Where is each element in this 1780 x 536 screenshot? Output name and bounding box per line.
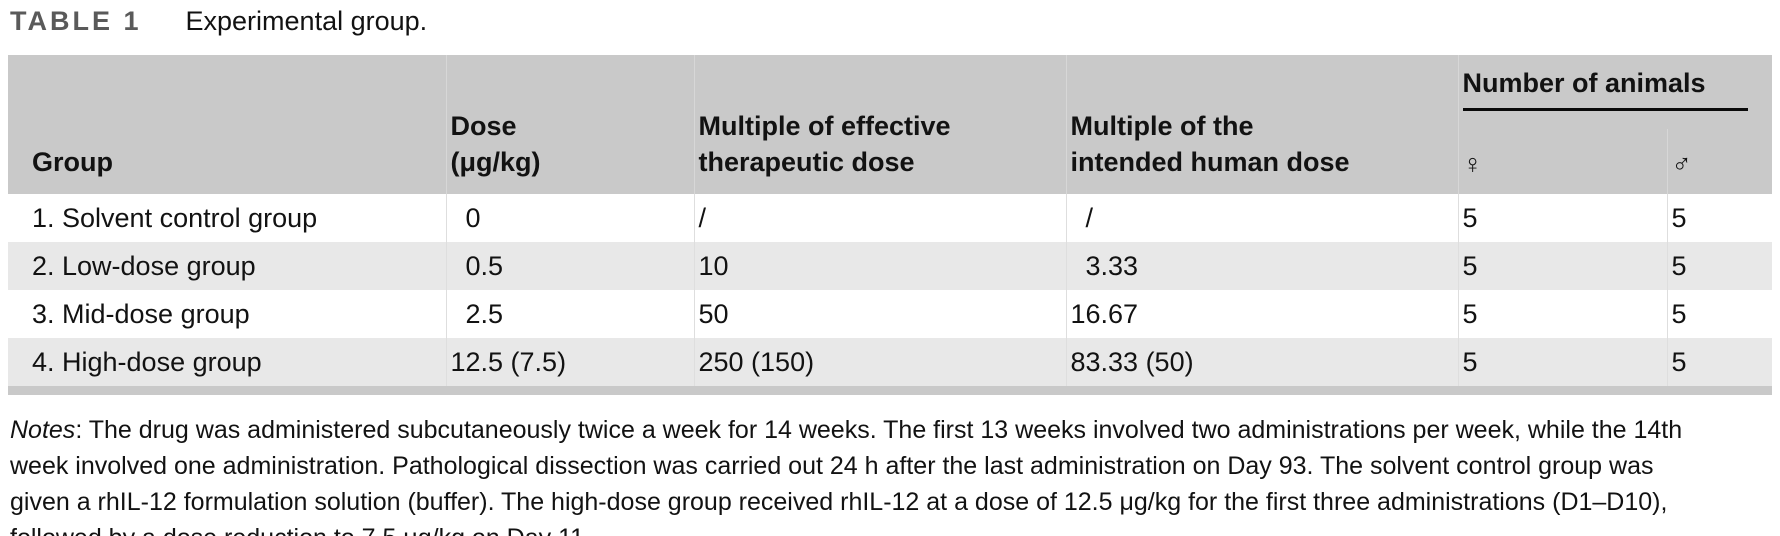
- table-body: 1. Solvent control group 0/ /5 5 2. Low-do…: [8, 194, 1772, 391]
- header-line: Number of animals: [1462, 68, 1706, 98]
- cell-mult_eff: 10: [693, 242, 1066, 290]
- cell-female: 5: [1457, 194, 1667, 242]
- experimental-groups-table: Group Dose (μg/kg) Multiple of effective…: [8, 55, 1772, 395]
- page: TABLE 1 Experimental group. Group Dose (…: [0, 6, 1780, 536]
- cell-mult_eff: 250 (150): [693, 338, 1066, 391]
- cell-dose: 0.5: [445, 242, 694, 290]
- table-title: TABLE 1 Experimental group.: [10, 6, 1780, 38]
- cell-mult_human: 16.67: [1065, 290, 1458, 338]
- cell-female: 5: [1457, 338, 1667, 391]
- cell-mult_eff: 50: [693, 290, 1066, 338]
- cell-male: 5: [1666, 242, 1772, 290]
- column-header-dose: Dose (μg/kg): [445, 55, 694, 194]
- cell-dose: 2.5: [445, 290, 694, 338]
- table-row: 2. Low-dose group 0.5 10 3.33 5 5: [8, 242, 1772, 290]
- cell-male: 5: [1666, 338, 1772, 391]
- notes-label: Notes: [10, 416, 76, 444]
- cell-male: 5: [1666, 194, 1772, 242]
- cell-group: 1. Solvent control group: [32, 202, 318, 233]
- notes-text: : The drug was administered subcutaneous…: [75, 416, 1683, 444]
- notes-line: week involved one administration. Pathol…: [10, 452, 1654, 480]
- cell-dose: 0: [445, 194, 694, 242]
- cell-group: 2. Low-dose group: [32, 250, 256, 281]
- cell-dose: 12.5 (7.5): [445, 338, 694, 391]
- cell-female: 5: [1457, 290, 1667, 338]
- column-header-male: ♂: [1666, 129, 1772, 194]
- table-header: Group Dose (μg/kg) Multiple of effective…: [8, 55, 1772, 194]
- header-line: therapeutic dose: [698, 147, 915, 177]
- cell-male: 5: [1666, 290, 1772, 338]
- table-caption: Experimental group.: [185, 6, 428, 36]
- column-header-number-of-animals: Number of animals: [1457, 55, 1772, 129]
- table-row: 4. High-dose group 12.5 (7.5) 250 (150) 83.…: [8, 338, 1772, 391]
- cell-female: 5: [1457, 242, 1667, 290]
- male-icon: ♂: [1671, 149, 1692, 179]
- header-line: Multiple of effective: [698, 111, 951, 141]
- column-header-group: Group: [8, 55, 446, 194]
- cell-mult_human: 3.33: [1065, 242, 1458, 290]
- number-of-animals-underline: Number of animals: [1462, 65, 1748, 111]
- column-header-multiple-human: Multiple of the intended human dose: [1065, 55, 1458, 194]
- table-row: 1. Solvent control group 0/ /5 5: [8, 194, 1772, 242]
- cell-mult_eff: /: [693, 194, 1066, 242]
- notes-line: given a rhIL-12 formulation solution (bu…: [10, 488, 1668, 516]
- table-row: 3. Mid-dose group 2.5 50 16.67 5 5: [8, 290, 1772, 338]
- female-icon: ♀: [1462, 149, 1483, 179]
- header-line: intended human dose: [1070, 147, 1350, 177]
- cell-mult_human: 83.33 (50): [1065, 338, 1458, 391]
- cell-group: 4. High-dose group: [32, 346, 262, 377]
- cell-group: 3. Mid-dose group: [32, 298, 250, 329]
- notes-section: Notes: The drug was administered subcuta…: [10, 412, 1780, 536]
- header-line: (μg/kg): [450, 147, 541, 177]
- notes-line: Notes: The drug was administered subcuta…: [10, 412, 1780, 448]
- notes-line: followed by a dose reduction to 7.5 μg/k…: [10, 520, 1780, 536]
- header-line: Multiple of the: [1070, 111, 1254, 141]
- column-header-multiple-effective: Multiple of effective therapeutic dose: [693, 55, 1066, 194]
- table-number-label: TABLE 1: [10, 6, 142, 36]
- header-line: Dose: [450, 111, 517, 141]
- column-header-female: ♀: [1457, 129, 1667, 194]
- cell-mult_human: /: [1065, 194, 1458, 242]
